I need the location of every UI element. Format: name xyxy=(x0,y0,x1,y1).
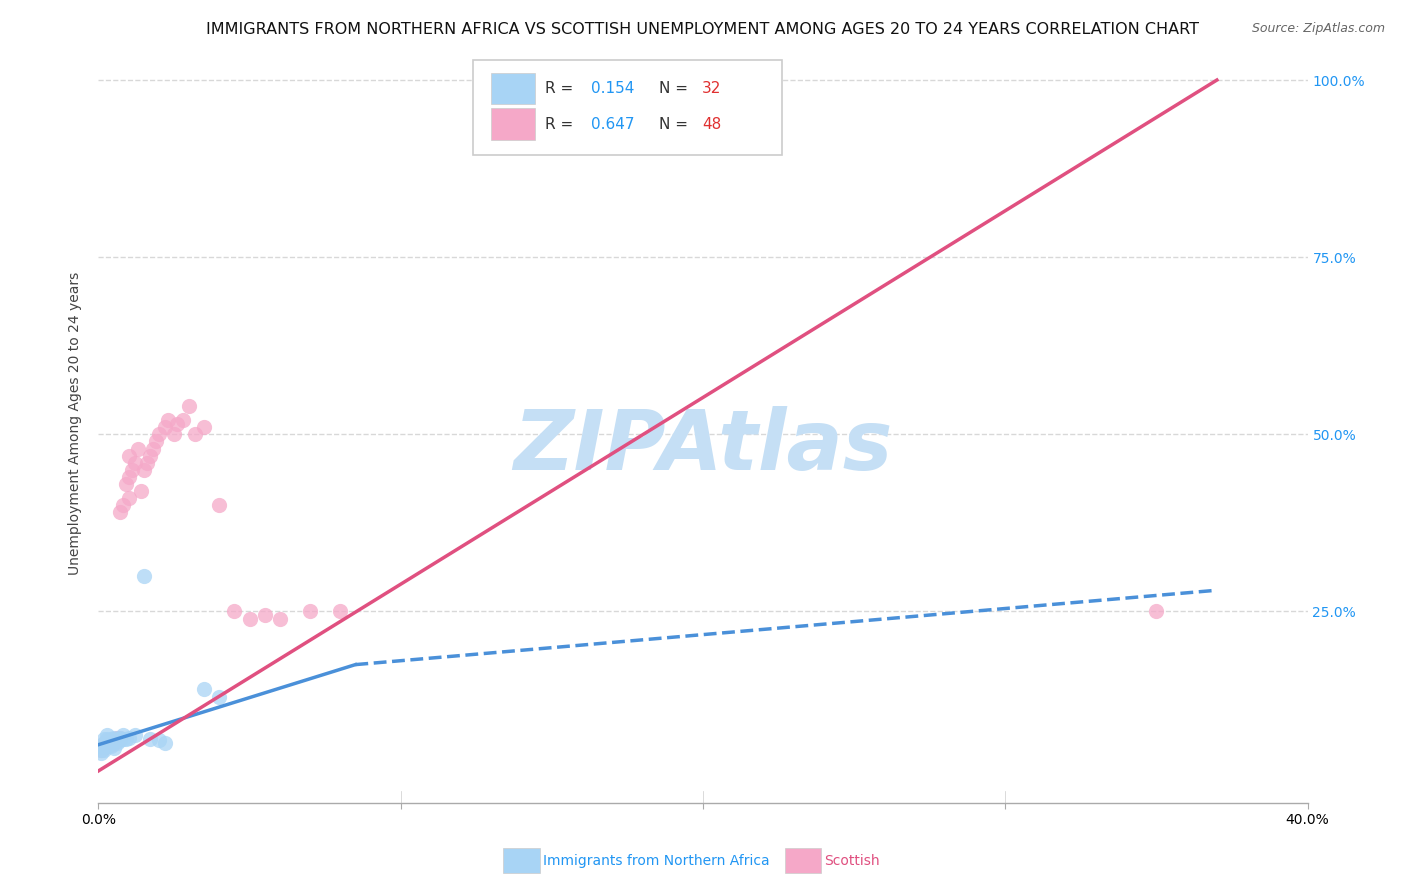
Point xyxy=(108,731,131,745)
Point xyxy=(172,413,194,427)
Point xyxy=(135,456,157,470)
Point xyxy=(132,569,155,583)
Point xyxy=(108,732,131,747)
Text: Immigrants from Northern Africa: Immigrants from Northern Africa xyxy=(543,854,769,868)
Point xyxy=(184,427,207,442)
Point xyxy=(96,739,118,753)
Point xyxy=(127,442,149,456)
Point xyxy=(111,729,134,743)
Point xyxy=(121,463,143,477)
Point xyxy=(132,463,155,477)
Text: ZIPAtlas: ZIPAtlas xyxy=(513,406,893,487)
Text: N =: N = xyxy=(659,117,693,132)
Point xyxy=(105,731,128,745)
Point xyxy=(96,732,118,747)
Point xyxy=(96,735,118,749)
FancyBboxPatch shape xyxy=(474,60,782,154)
Point xyxy=(93,742,115,756)
Text: 32: 32 xyxy=(702,81,721,96)
Point xyxy=(103,731,125,745)
Point xyxy=(139,732,162,747)
Point xyxy=(100,732,122,747)
FancyBboxPatch shape xyxy=(492,72,534,104)
Text: 48: 48 xyxy=(702,117,721,132)
Point xyxy=(124,729,146,743)
Point xyxy=(145,434,167,449)
Point xyxy=(93,735,115,749)
Point xyxy=(103,733,125,747)
Point xyxy=(239,611,262,625)
Point xyxy=(93,735,115,749)
Point xyxy=(124,456,146,470)
Point xyxy=(114,477,136,491)
Point xyxy=(103,735,125,749)
Point xyxy=(108,733,131,747)
Point xyxy=(118,491,141,505)
Y-axis label: Unemployment Among Ages 20 to 24 years: Unemployment Among Ages 20 to 24 years xyxy=(69,272,83,575)
Point xyxy=(93,732,115,747)
Point xyxy=(96,733,118,747)
Point xyxy=(105,735,128,749)
Point xyxy=(329,605,352,619)
FancyBboxPatch shape xyxy=(492,108,534,140)
Text: 0.647: 0.647 xyxy=(591,117,634,132)
Text: R =: R = xyxy=(544,117,578,132)
Point xyxy=(153,420,176,434)
Text: Source: ZipAtlas.com: Source: ZipAtlas.com xyxy=(1251,22,1385,36)
Text: IMMIGRANTS FROM NORTHERN AFRICA VS SCOTTISH UNEMPLOYMENT AMONG AGES 20 TO 24 YEA: IMMIGRANTS FROM NORTHERN AFRICA VS SCOTT… xyxy=(207,22,1199,37)
Text: N =: N = xyxy=(659,81,693,96)
Point xyxy=(93,740,115,755)
Point xyxy=(148,427,170,442)
Point xyxy=(100,735,122,749)
Point xyxy=(179,399,201,413)
Point xyxy=(142,442,165,456)
Point xyxy=(93,739,115,753)
Point xyxy=(208,498,231,512)
Point xyxy=(90,746,112,760)
Point xyxy=(193,682,215,697)
Point xyxy=(118,470,141,484)
Point xyxy=(93,738,115,752)
Point xyxy=(103,732,125,747)
Point xyxy=(153,735,176,749)
Point xyxy=(114,732,136,747)
Point xyxy=(90,742,112,756)
Point xyxy=(129,483,152,498)
Point xyxy=(156,413,179,427)
Point xyxy=(299,605,322,619)
Point xyxy=(111,498,134,512)
Point xyxy=(269,611,291,625)
Point xyxy=(148,733,170,747)
Point xyxy=(100,739,122,753)
Point xyxy=(118,449,141,463)
Point xyxy=(90,739,112,753)
Point xyxy=(96,739,118,753)
Point xyxy=(108,731,131,745)
Point xyxy=(1144,605,1167,619)
Text: R =: R = xyxy=(544,81,578,96)
Point xyxy=(139,449,162,463)
Point xyxy=(208,690,231,704)
Point xyxy=(166,417,188,431)
Text: Scottish: Scottish xyxy=(824,854,880,868)
Point xyxy=(96,735,118,749)
Point xyxy=(163,427,186,442)
Point xyxy=(118,731,141,745)
Point xyxy=(90,739,112,753)
Point xyxy=(100,733,122,747)
Point xyxy=(224,605,246,619)
Point xyxy=(108,505,131,519)
Point xyxy=(103,740,125,755)
Point xyxy=(253,607,276,622)
Text: 0.154: 0.154 xyxy=(591,81,634,96)
Point xyxy=(90,742,112,756)
Point xyxy=(100,738,122,752)
Point xyxy=(193,420,215,434)
Point xyxy=(96,729,118,743)
Point xyxy=(111,732,134,747)
Point xyxy=(105,732,128,747)
Point xyxy=(105,733,128,747)
